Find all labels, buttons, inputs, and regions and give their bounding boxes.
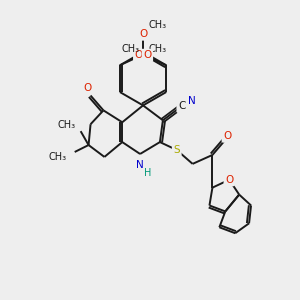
Text: CH₃: CH₃ [49,152,67,162]
Text: H: H [144,168,152,178]
Text: O: O [223,131,231,141]
Text: O: O [135,50,143,60]
Text: O: O [225,175,233,185]
Text: C: C [178,101,185,111]
Text: N: N [136,160,144,170]
Text: N: N [188,97,196,106]
Text: CH₃: CH₃ [58,120,76,130]
Text: CH₃: CH₃ [148,20,166,30]
Text: O: O [143,50,152,60]
Text: O: O [83,82,92,93]
Text: CH₃: CH₃ [122,44,140,54]
Text: S: S [173,145,180,155]
Text: CH₃: CH₃ [148,44,167,54]
Text: O: O [139,29,147,39]
